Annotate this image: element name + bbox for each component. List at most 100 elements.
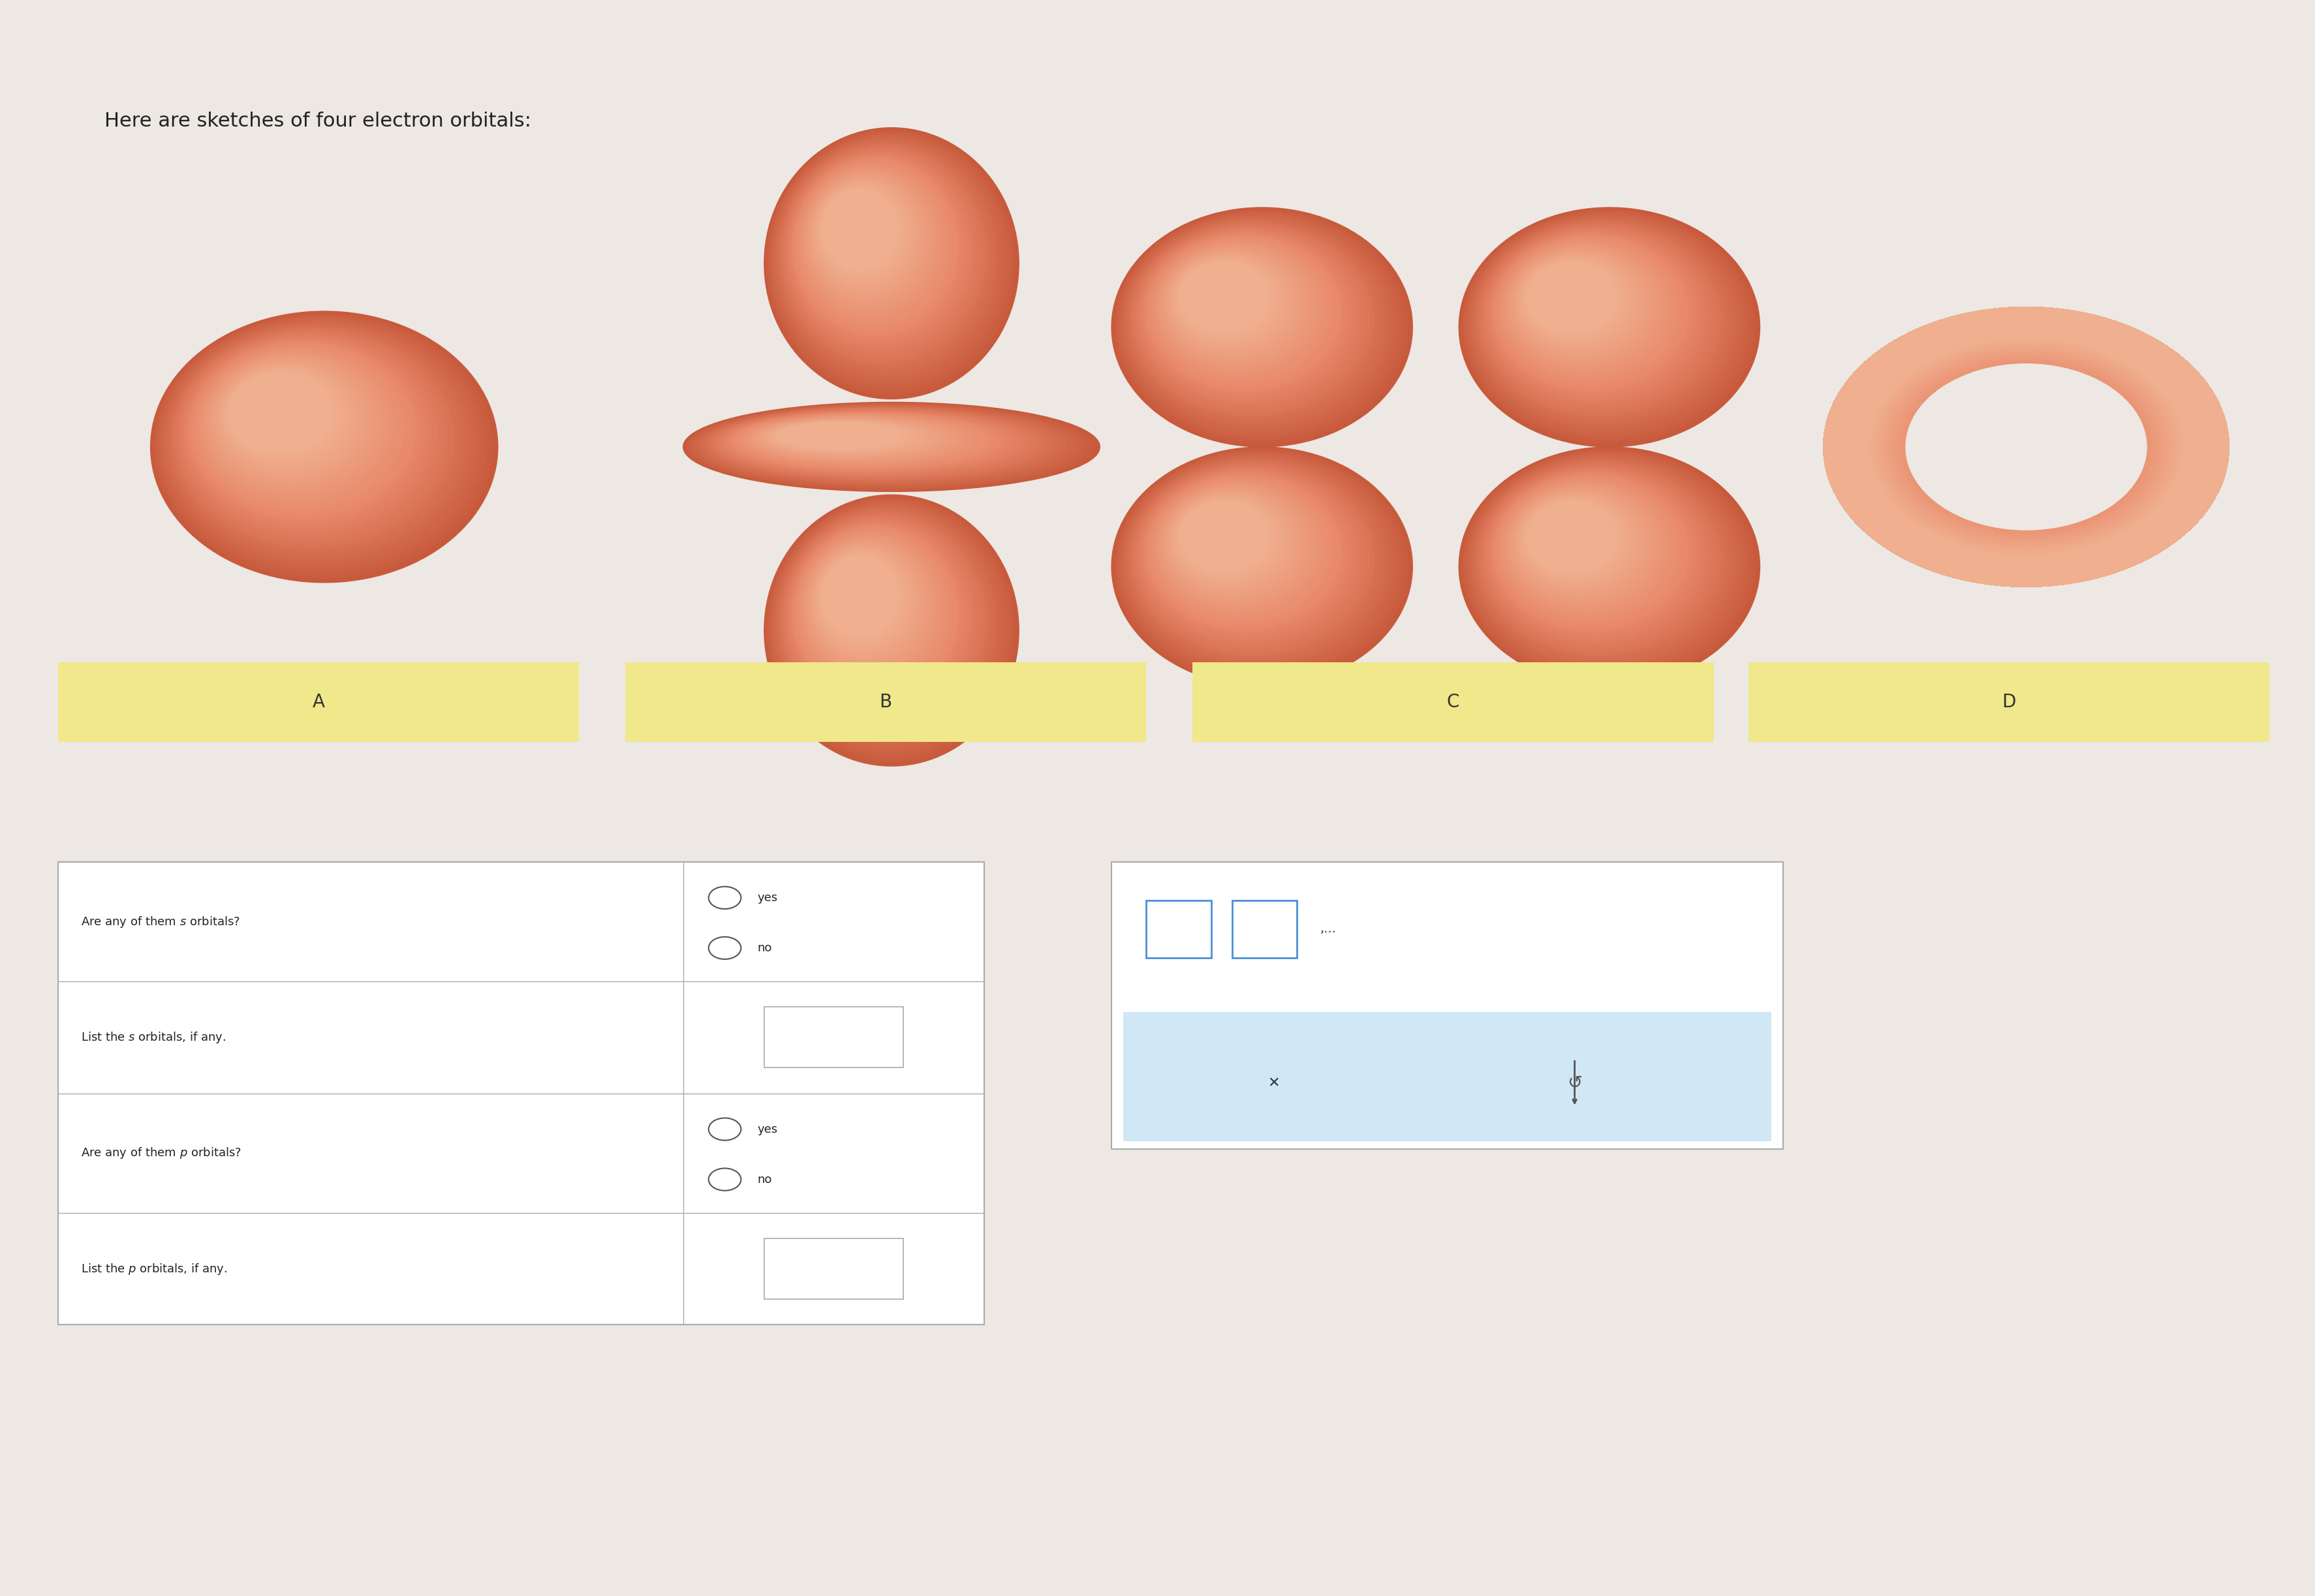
Ellipse shape <box>1151 477 1331 622</box>
Ellipse shape <box>1502 241 1669 375</box>
Ellipse shape <box>815 549 910 650</box>
Ellipse shape <box>789 155 965 343</box>
Ellipse shape <box>769 501 1007 753</box>
Ellipse shape <box>229 372 333 453</box>
Ellipse shape <box>785 150 975 351</box>
Ellipse shape <box>813 180 914 287</box>
Ellipse shape <box>743 415 975 464</box>
FancyBboxPatch shape <box>764 1238 903 1299</box>
Ellipse shape <box>692 404 1079 487</box>
Ellipse shape <box>718 410 1028 476</box>
Text: A: A <box>313 693 324 712</box>
Ellipse shape <box>1171 255 1283 345</box>
Ellipse shape <box>1493 474 1688 629</box>
Ellipse shape <box>822 188 898 270</box>
Ellipse shape <box>1516 493 1634 587</box>
Ellipse shape <box>1461 209 1755 444</box>
Ellipse shape <box>1468 455 1741 670</box>
Ellipse shape <box>810 544 921 662</box>
Ellipse shape <box>1176 260 1273 337</box>
Ellipse shape <box>806 172 931 305</box>
Ellipse shape <box>1132 463 1368 653</box>
Ellipse shape <box>1507 487 1655 603</box>
Ellipse shape <box>764 495 1019 766</box>
Text: Are any of them $p$ orbitals?: Are any of them $p$ orbitals? <box>81 1146 241 1160</box>
Ellipse shape <box>1484 466 1706 645</box>
Ellipse shape <box>810 177 921 295</box>
Text: Here are sketches of four electron orbitals:: Here are sketches of four electron orbit… <box>104 112 530 131</box>
Ellipse shape <box>1141 231 1350 397</box>
Ellipse shape <box>773 421 907 450</box>
Ellipse shape <box>1500 479 1674 618</box>
Ellipse shape <box>792 158 958 335</box>
Ellipse shape <box>1158 485 1313 606</box>
Ellipse shape <box>769 500 1012 758</box>
Ellipse shape <box>1118 212 1398 436</box>
Ellipse shape <box>1178 501 1269 573</box>
Ellipse shape <box>1512 251 1646 356</box>
Ellipse shape <box>699 405 1067 485</box>
Ellipse shape <box>1158 246 1313 367</box>
Ellipse shape <box>787 152 970 348</box>
Ellipse shape <box>803 535 938 680</box>
Ellipse shape <box>206 354 382 492</box>
Ellipse shape <box>1484 227 1706 405</box>
Ellipse shape <box>766 129 1014 394</box>
Text: D: D <box>2000 693 2016 712</box>
Ellipse shape <box>1458 447 1759 686</box>
Text: ✕: ✕ <box>1266 1077 1280 1090</box>
FancyBboxPatch shape <box>58 862 984 1325</box>
Circle shape <box>708 1117 741 1140</box>
Ellipse shape <box>776 508 995 741</box>
Ellipse shape <box>738 415 982 466</box>
Ellipse shape <box>171 327 454 547</box>
Ellipse shape <box>820 187 901 275</box>
Ellipse shape <box>188 340 421 522</box>
Ellipse shape <box>1514 252 1641 353</box>
Ellipse shape <box>1169 493 1287 587</box>
Ellipse shape <box>1523 260 1620 337</box>
Text: B: B <box>880 693 891 712</box>
Ellipse shape <box>799 531 947 689</box>
Ellipse shape <box>1463 211 1750 439</box>
Ellipse shape <box>227 370 338 458</box>
Ellipse shape <box>1500 239 1674 378</box>
Ellipse shape <box>806 539 931 672</box>
Ellipse shape <box>1153 239 1326 378</box>
Ellipse shape <box>803 538 933 675</box>
Ellipse shape <box>1111 447 1412 686</box>
Ellipse shape <box>1155 480 1322 614</box>
Ellipse shape <box>1521 498 1625 581</box>
Ellipse shape <box>762 418 935 456</box>
Ellipse shape <box>1169 254 1287 348</box>
Ellipse shape <box>218 364 354 471</box>
Ellipse shape <box>755 418 947 460</box>
Ellipse shape <box>720 410 1021 474</box>
Ellipse shape <box>1174 498 1278 581</box>
Ellipse shape <box>766 496 1014 761</box>
Ellipse shape <box>1505 482 1664 610</box>
Text: yes: yes <box>757 892 778 903</box>
Ellipse shape <box>1130 461 1375 656</box>
Ellipse shape <box>1158 244 1317 372</box>
Ellipse shape <box>169 326 458 552</box>
Ellipse shape <box>181 335 433 531</box>
Text: yes: yes <box>757 1124 778 1135</box>
Ellipse shape <box>185 338 426 527</box>
Ellipse shape <box>1491 233 1692 394</box>
Ellipse shape <box>1164 251 1299 356</box>
Ellipse shape <box>1486 230 1702 402</box>
Ellipse shape <box>162 319 477 565</box>
Ellipse shape <box>1160 487 1308 603</box>
Ellipse shape <box>150 311 498 583</box>
Ellipse shape <box>1148 236 1336 386</box>
Ellipse shape <box>813 179 917 292</box>
Ellipse shape <box>685 402 1093 490</box>
Ellipse shape <box>1477 222 1722 417</box>
Ellipse shape <box>1164 490 1299 595</box>
Ellipse shape <box>1507 247 1655 364</box>
Ellipse shape <box>801 166 942 318</box>
Ellipse shape <box>1118 452 1398 675</box>
Ellipse shape <box>801 533 942 685</box>
Ellipse shape <box>771 421 914 452</box>
